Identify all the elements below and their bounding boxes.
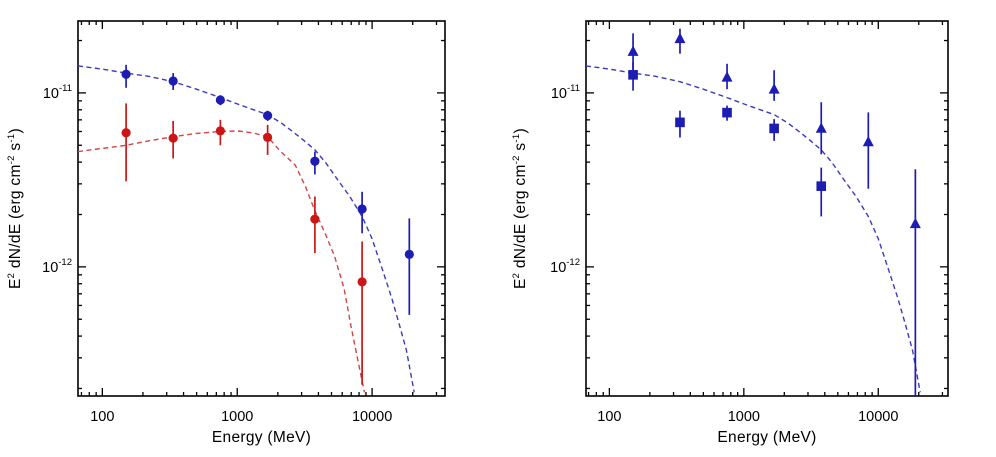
x-tick-label: 100 [597, 409, 621, 425]
blue-circles-data-marker [121, 69, 131, 79]
x-tick-label: 100 [90, 409, 114, 425]
plot-frame [77, 20, 446, 397]
plot-frame [585, 20, 949, 397]
x-tick-label: 1000 [221, 409, 253, 425]
blue-dashed-model-curve [77, 65, 415, 393]
red-circles-data-marker [357, 277, 367, 287]
red-circles-data-marker [215, 126, 225, 136]
blue-circles-data-marker [215, 95, 225, 105]
blue-circles-data [121, 64, 414, 315]
blue-triangles-data-marker [862, 135, 874, 147]
blue-triangles-data-marker [721, 71, 733, 82]
y-tick-label: 10-11 [43, 83, 72, 102]
blue-circles-data-marker [168, 76, 178, 86]
right-spectrum-panel: 100 1000 10000 10-11 10-12 Energy (MeV) E2 dN/… [511, 20, 949, 446]
x-tick-label: 10000 [352, 409, 392, 425]
red-circles-data-marker [310, 214, 320, 224]
blue-squares-data-marker [769, 123, 779, 134]
blue-squares-data-marker [722, 107, 732, 118]
x-tick-label: 10000 [858, 409, 898, 425]
x-axis-title: Energy (MeV) [212, 429, 311, 446]
y-tick-label: 10-12 [42, 257, 72, 276]
blue-circles-data-marker [357, 204, 367, 214]
red-circles-data-marker [121, 128, 131, 138]
blue-squares-data [628, 62, 827, 217]
blue-circles-data-marker [310, 156, 320, 166]
blue-squares-data-marker [628, 70, 638, 80]
left-spectrum-panel: 100 1000 10000 10-11 10-12 Energy (MeV) E2 dN/… [6, 20, 446, 446]
y-axis-title: E2 dN/dE (erg cm-2 s-1) [6, 128, 24, 289]
blue-triangles-data-marker [815, 122, 827, 133]
blue-triangles-data-marker [674, 32, 686, 44]
blue-squares-data-marker [816, 181, 827, 191]
blue-circles-data-marker [404, 249, 414, 259]
blue-dashed-model-curve [585, 65, 921, 393]
blue-triangles-data-marker [909, 217, 921, 229]
blue-triangles-data [627, 28, 921, 396]
y-axis-title: E2 dN/dE (erg cm-2 s-1) [511, 128, 529, 289]
blue-triangles-data-marker [627, 45, 639, 56]
blue-squares-data-marker [675, 117, 685, 128]
blue-circles-data-marker [263, 111, 273, 121]
y-tick-label: 10-12 [550, 257, 580, 276]
x-tick-label: 1000 [728, 409, 760, 425]
red-circles-data-marker [168, 133, 178, 143]
red-circles-data [121, 103, 367, 385]
red-circles-data-marker [263, 132, 273, 142]
blue-triangles-data-marker [768, 83, 780, 94]
y-tick-label: 10-11 [551, 83, 580, 102]
red-dashed-model-curve [77, 130, 366, 393]
x-axis-title: Energy (MeV) [717, 429, 816, 446]
